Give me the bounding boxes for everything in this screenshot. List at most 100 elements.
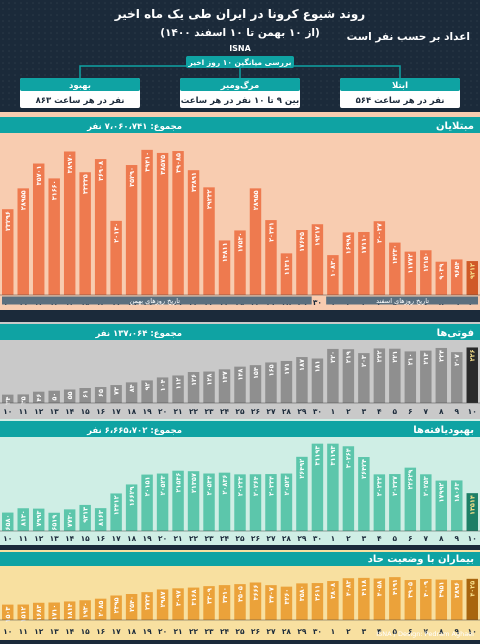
bar-value-label: ۳۸۹۶ xyxy=(453,582,461,598)
bar-value-label: ۱۷۹۹۲ xyxy=(438,483,446,503)
x-tick-label: ۲۸ xyxy=(282,407,292,416)
x-tick-label: ۲۶ xyxy=(251,534,260,543)
x-tick-label: ۸ xyxy=(439,627,444,636)
bar-value-label: ۲۶۴۲۴ xyxy=(360,459,368,479)
x-tick-label: ۲۲ xyxy=(189,534,199,543)
bar-critical-4 xyxy=(63,601,76,620)
summary-recovered-title: بهبود xyxy=(69,81,91,91)
bar-deaths-18 xyxy=(280,360,293,403)
bar-recovered-23 xyxy=(358,457,370,531)
x-tick-label: ۱۰ xyxy=(3,407,12,416)
bar-critical-24 xyxy=(373,578,386,620)
bar-value-label: ۳۸۹۷۰ xyxy=(66,153,74,173)
x-tick-label: ۱۸ xyxy=(127,407,137,416)
summary-infected-title: ابتلا xyxy=(392,81,408,91)
x-tick-label: ۷ xyxy=(424,534,429,543)
summary-infected: ابتلا ۵۶۴ نفر در هر ساعت xyxy=(340,78,460,108)
x-tick-label: ۲۰ xyxy=(158,407,167,416)
bar-deaths-27 xyxy=(420,350,432,403)
bar-infected-21 xyxy=(327,255,339,295)
x-tick-label: ۱۶ xyxy=(96,407,105,416)
design-credit: ISNA / Design: Pedram Aghaei xyxy=(376,630,474,638)
x-tick-label: ۲۷ xyxy=(266,407,276,416)
bar-infected-16 xyxy=(249,188,262,295)
bar-value-label: ۳۵۸۰ xyxy=(298,585,306,601)
bar-value-label: ۹۲ xyxy=(143,382,151,390)
x-tick-label: ۱۱ xyxy=(19,627,28,636)
x-tick-label: ۱۲ xyxy=(34,534,44,543)
bar-value-label: ۲۲۶۲۹ xyxy=(407,470,415,490)
bar-infected-3 xyxy=(48,178,60,295)
bar-recovered-11 xyxy=(172,470,184,531)
bar-recovered-13 xyxy=(203,473,215,531)
x-tick-label: ۲۰ xyxy=(158,627,167,636)
bar-value-label: ۲۲۶ xyxy=(469,349,477,361)
x-tick-label: ۱۰ xyxy=(3,627,12,636)
bar-value-label: ۲۰۲۳۲ xyxy=(376,476,384,496)
bar-deaths-23 xyxy=(358,353,370,403)
x-tick-label: ۱ xyxy=(331,627,336,636)
x-tick-label: ۸ xyxy=(439,407,444,416)
bar-deaths-28 xyxy=(435,347,448,403)
panel-header-strip xyxy=(0,117,480,133)
bar-value-label: ۳۵۲۹۰ xyxy=(128,167,136,187)
bar-value-label: ۲۳۲۹۶ xyxy=(4,211,12,231)
x-tick-label: ۲۰ xyxy=(158,534,167,543)
x-tick-label: ۱۵ xyxy=(81,407,91,416)
x-tick-label: ۲۶ xyxy=(251,407,260,416)
summary-deaths-title: مرگ‌ومیر xyxy=(220,80,260,91)
bar-value-label: ۱۲۸ xyxy=(205,374,213,386)
x-tick-label: ۲۹ xyxy=(297,627,307,636)
bar-value-label: ۲۱۵۳۶ xyxy=(174,473,182,493)
x-tick-label: ۴ xyxy=(377,627,382,636)
panel-header-strip xyxy=(0,324,480,340)
x-tick-label: ۴ xyxy=(377,534,382,543)
panel-header-strip xyxy=(0,421,480,437)
bar-deaths-21 xyxy=(327,348,339,403)
bar-critical-18 xyxy=(280,586,293,620)
bar-deaths-4 xyxy=(63,389,76,403)
bar-infected-8 xyxy=(125,165,138,295)
summary-infected-value: ۵۶۴ نفر در هر ساعت xyxy=(356,96,445,106)
x-tick-label: ۱۳ xyxy=(50,534,60,543)
bar-value-label: ۴۰۸۳ xyxy=(345,580,353,596)
bar-infected-23 xyxy=(358,231,370,295)
bar-deaths-6 xyxy=(94,387,107,403)
x-tick-label: ۱۹ xyxy=(143,627,153,636)
bar-recovered-12 xyxy=(187,471,200,531)
bar-value-label: ۳۱۶۶۰ xyxy=(50,180,58,200)
bar-infected-30 xyxy=(466,261,478,295)
bar-infected-26 xyxy=(404,251,417,295)
bar-infected-25 xyxy=(389,242,401,295)
bar-value-label: ۶۵۱۹ xyxy=(50,515,58,531)
bar-recovered-20 xyxy=(311,443,324,531)
bar-infected-11 xyxy=(172,151,184,295)
bar-deaths-1 xyxy=(17,394,29,403)
x-tick-label: ۲۸ xyxy=(282,534,292,543)
bar-value-label: ۲۱۰ xyxy=(407,353,415,365)
x-tick-label: ۱۷ xyxy=(112,627,122,636)
x-tick-label: ۱۵ xyxy=(81,627,91,636)
bar-value-label: ۳۰۹۷ xyxy=(174,590,182,606)
avg-bracket xyxy=(79,65,401,78)
bar-value-label: ۳۹۵۱ xyxy=(438,582,446,598)
bar-value-label: ۱۷۱۰ xyxy=(50,605,58,621)
bar-value-label: ۴۱۹۱ xyxy=(391,579,399,595)
bar-value-label: ۲۰۷ xyxy=(453,354,461,366)
bar-value-label: ۳۳۸۹۱ xyxy=(190,172,198,192)
bar-deaths-14 xyxy=(218,369,231,403)
panel-header-strip xyxy=(0,552,480,566)
bar-value-label: ۸۱۶۳ xyxy=(97,510,105,526)
bar-infected-19 xyxy=(296,230,308,295)
panel-title: بیماران با وضعیت حاد xyxy=(368,554,474,565)
x-tick-label: ۱۴ xyxy=(65,534,75,543)
bar-infected-10 xyxy=(156,152,169,295)
bar-infected-17 xyxy=(265,220,277,295)
bar-value-label: ۵۰ xyxy=(50,393,58,401)
bar-value-label: ۲۲۲ xyxy=(376,350,384,362)
x-tick-label: ۶ xyxy=(408,534,413,543)
x-tick-label: ۲۱ xyxy=(173,627,182,636)
bar-critical-8 xyxy=(125,594,138,620)
bar-value-label: ۳۴ xyxy=(4,397,12,405)
bar-deaths-11 xyxy=(172,375,184,403)
